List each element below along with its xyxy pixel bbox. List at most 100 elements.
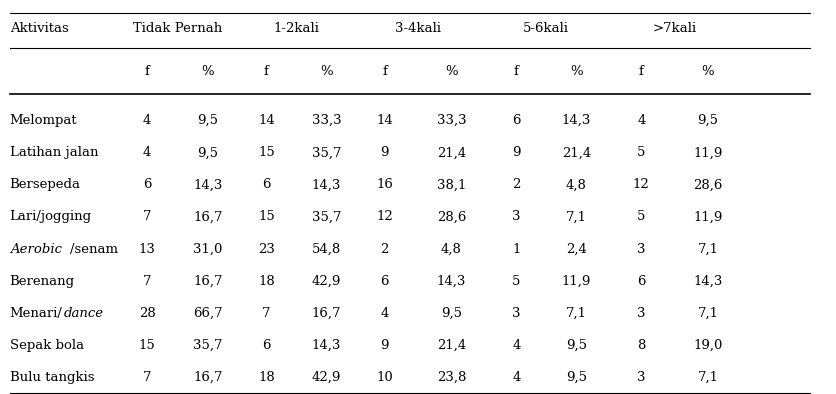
Text: 7: 7 <box>143 371 151 384</box>
Text: /senam: /senam <box>69 243 118 256</box>
Text: 9,5: 9,5 <box>697 114 718 127</box>
Text: 21,4: 21,4 <box>436 146 466 159</box>
Text: 9,5: 9,5 <box>441 307 461 320</box>
Text: 21,4: 21,4 <box>436 339 466 352</box>
Text: 4: 4 <box>143 114 151 127</box>
Text: 6: 6 <box>512 114 521 127</box>
Text: Tidak Pernah: Tidak Pernah <box>133 22 222 35</box>
Text: Melompat: Melompat <box>10 114 78 127</box>
Text: 21,4: 21,4 <box>562 146 591 159</box>
Text: Aerobic: Aerobic <box>10 243 62 256</box>
Text: 3: 3 <box>637 243 645 256</box>
Text: 2: 2 <box>380 243 389 256</box>
Text: 35,7: 35,7 <box>312 210 341 223</box>
Text: 7,1: 7,1 <box>566 307 587 320</box>
Text: 7,1: 7,1 <box>697 307 718 320</box>
Text: 33,3: 33,3 <box>436 114 466 127</box>
Text: 5-6kali: 5-6kali <box>523 22 569 35</box>
Text: 16,7: 16,7 <box>312 307 341 320</box>
Text: 16,7: 16,7 <box>193 371 222 384</box>
Text: 4: 4 <box>512 371 521 384</box>
Text: 35,7: 35,7 <box>312 146 341 159</box>
Text: 11,9: 11,9 <box>562 275 591 288</box>
Text: 6: 6 <box>143 178 151 191</box>
Text: f: f <box>145 65 150 78</box>
Text: 14: 14 <box>376 114 393 127</box>
Text: 33,3: 33,3 <box>312 114 341 127</box>
Text: 4,8: 4,8 <box>566 178 587 191</box>
Text: %: % <box>445 65 457 78</box>
Text: Bulu tangkis: Bulu tangkis <box>10 371 94 384</box>
Text: 14,3: 14,3 <box>193 178 222 191</box>
Text: %: % <box>570 65 583 78</box>
Text: 10: 10 <box>376 371 393 384</box>
Text: 16,7: 16,7 <box>193 210 222 223</box>
Text: 38,1: 38,1 <box>436 178 466 191</box>
Text: 7: 7 <box>263 307 271 320</box>
Text: 9,5: 9,5 <box>566 371 587 384</box>
Text: 11,9: 11,9 <box>693 210 722 223</box>
Text: 14,3: 14,3 <box>693 275 722 288</box>
Text: 16,7: 16,7 <box>193 275 222 288</box>
Text: 2,4: 2,4 <box>566 243 587 256</box>
Text: 7: 7 <box>143 275 151 288</box>
Text: f: f <box>514 65 519 78</box>
Text: 3: 3 <box>637 371 645 384</box>
Text: 1: 1 <box>512 243 521 256</box>
Text: 6: 6 <box>263 339 271 352</box>
Text: 7,1: 7,1 <box>566 210 587 223</box>
Text: 5: 5 <box>637 210 645 223</box>
Text: Lari/jogging: Lari/jogging <box>10 210 92 223</box>
Text: 23: 23 <box>258 243 275 256</box>
Text: %: % <box>320 65 333 78</box>
Text: 4: 4 <box>637 114 645 127</box>
Text: 6: 6 <box>637 275 645 288</box>
Text: 14,3: 14,3 <box>436 275 466 288</box>
Text: 1-2kali: 1-2kali <box>273 22 319 35</box>
Text: 16: 16 <box>376 178 393 191</box>
Text: 3-4kali: 3-4kali <box>395 22 441 35</box>
Text: 11,9: 11,9 <box>693 146 722 159</box>
Text: 35,7: 35,7 <box>193 339 222 352</box>
Text: 3: 3 <box>512 210 521 223</box>
Text: >7kali: >7kali <box>653 22 696 35</box>
Text: 28,6: 28,6 <box>693 178 722 191</box>
Text: 9: 9 <box>512 146 521 159</box>
Text: 15: 15 <box>258 146 275 159</box>
Text: 15: 15 <box>139 339 155 352</box>
Text: 14,3: 14,3 <box>562 114 591 127</box>
Text: 28: 28 <box>139 307 155 320</box>
Text: 4,8: 4,8 <box>441 243 461 256</box>
Text: 13: 13 <box>139 243 155 256</box>
Text: 31,0: 31,0 <box>193 243 222 256</box>
Text: 23,8: 23,8 <box>436 371 466 384</box>
Text: 12: 12 <box>376 210 393 223</box>
Text: %: % <box>701 65 714 78</box>
Text: 15: 15 <box>258 210 275 223</box>
Text: 9: 9 <box>380 339 389 352</box>
Text: 6: 6 <box>380 275 389 288</box>
Text: Sepak bola: Sepak bola <box>10 339 84 352</box>
Text: 2: 2 <box>512 178 521 191</box>
Text: 28,6: 28,6 <box>436 210 466 223</box>
Text: f: f <box>264 65 269 78</box>
Text: 4: 4 <box>143 146 151 159</box>
Text: 54,8: 54,8 <box>312 243 341 256</box>
Text: Aktivitas: Aktivitas <box>10 22 69 35</box>
Text: 14,3: 14,3 <box>312 339 341 352</box>
Text: 19,0: 19,0 <box>693 339 722 352</box>
Text: 18: 18 <box>258 275 275 288</box>
Text: 42,9: 42,9 <box>312 371 341 384</box>
Text: 4: 4 <box>512 339 521 352</box>
Text: 9,5: 9,5 <box>197 114 218 127</box>
Text: 4: 4 <box>380 307 389 320</box>
Text: f: f <box>639 65 644 78</box>
Text: 3: 3 <box>637 307 645 320</box>
Text: 3: 3 <box>512 307 521 320</box>
Text: 42,9: 42,9 <box>312 275 341 288</box>
Text: 9,5: 9,5 <box>197 146 218 159</box>
Text: dance: dance <box>64 307 104 320</box>
Text: 8: 8 <box>637 339 645 352</box>
Text: 7,1: 7,1 <box>697 243 718 256</box>
Text: 12: 12 <box>633 178 650 191</box>
